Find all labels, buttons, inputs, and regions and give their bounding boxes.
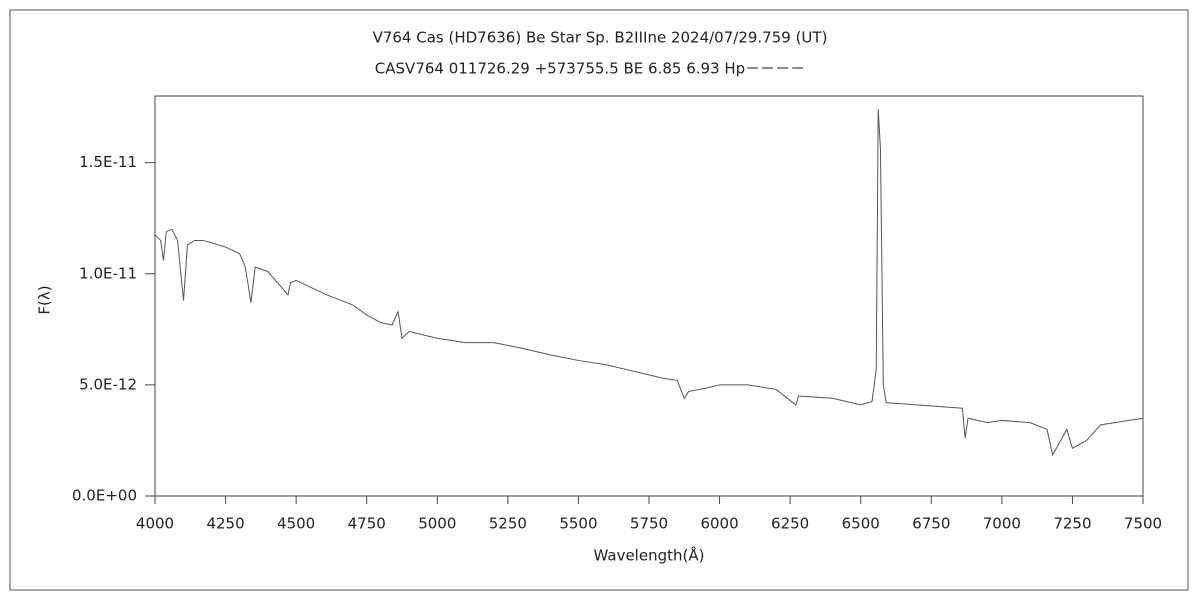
chart-title: V764 Cas (HD7636) Be Star Sp. B2IIIne 20… (373, 29, 828, 47)
x-tick-label: 7000 (983, 515, 1021, 533)
y-axis-label: F(λ) (36, 285, 54, 314)
x-tick-label: 5000 (418, 515, 456, 533)
x-tick-label: 6000 (700, 515, 738, 533)
spectrum-line (154, 109, 1144, 457)
y-tick-label: 1.0E-11 (79, 264, 137, 282)
x-axis-label: Wavelength(Å) (594, 546, 705, 565)
y-tick-label: 1.5E-11 (79, 153, 137, 171)
x-tick-label: 4250 (206, 515, 244, 533)
outer-frame (9, 9, 1189, 591)
x-tick-label: 5500 (559, 515, 597, 533)
x-tick-label: 4000 (136, 515, 174, 533)
chart-subtitle: CASV764 011726.29 +573755.5 BE 6.85 6.93… (375, 60, 805, 78)
x-tick-label: 5750 (630, 515, 668, 533)
x-tick-label: 4750 (348, 515, 386, 533)
x-tick-label: 6500 (842, 515, 880, 533)
x-tick-label: 7500 (1124, 515, 1162, 533)
x-tick-label: 6750 (912, 515, 950, 533)
x-tick-label: 7250 (1053, 515, 1091, 533)
y-tick-label: 0.0E+00 (72, 487, 137, 505)
x-tick-label: 5250 (489, 515, 527, 533)
y-tick-label: 5.0E-12 (79, 375, 137, 393)
x-tick-label: 6250 (771, 515, 809, 533)
x-tick-label: 4500 (277, 515, 315, 533)
